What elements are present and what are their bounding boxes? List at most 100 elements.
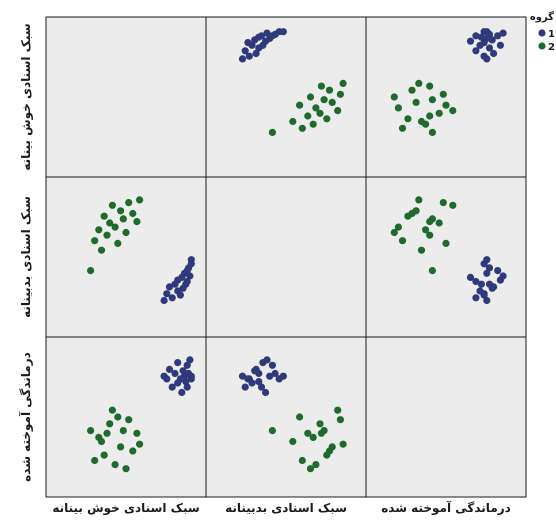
point-group2-r2c3-0 — [428, 267, 436, 275]
point-group1-r2c3-0 — [483, 296, 491, 305]
point-group2-r1c2-16 — [339, 79, 347, 87]
point-group1-r3c1-13 — [183, 383, 191, 391]
point-group1-r3c2-11 — [255, 378, 263, 386]
point-group1-r1c2-15 — [263, 29, 271, 37]
legend: گروه 1 2 — [530, 10, 555, 53]
data-points — [87, 28, 507, 473]
point-group1-r2c1-2 — [165, 283, 174, 291]
point-group2-r2c1-7 — [108, 201, 116, 209]
point-group1-r3c1-11 — [182, 378, 190, 386]
point-group1-r3c1-1 — [163, 375, 171, 383]
point-group1-r1c3-2 — [490, 49, 498, 58]
point-group2-r3c2-2 — [309, 433, 317, 441]
point-group2-r2c1-11 — [119, 215, 127, 223]
point-group1-r3c1-8 — [178, 388, 186, 397]
point-group2-r3c1-9 — [114, 413, 122, 421]
point-group2-r2c3-2 — [422, 226, 430, 234]
matrix-cell-r1-c3 — [365, 16, 527, 178]
point-group2-r3c2-1 — [298, 456, 306, 465]
point-group1-r1c3-13 — [472, 32, 480, 40]
point-group1-r2c1-3 — [168, 294, 176, 302]
point-group1-r3c2-10 — [266, 372, 274, 380]
point-group2-r1c2-12 — [306, 93, 315, 101]
point-group1-r1c3-6 — [496, 41, 504, 49]
matrix-cell-r3-c3 — [365, 336, 527, 498]
point-group2-r3c2-5 — [304, 429, 312, 437]
point-group1-r1c3-9 — [488, 36, 496, 44]
point-group2-r3c2-16 — [339, 440, 347, 448]
legend-label-group-2: 2 — [548, 42, 555, 53]
point-group2-r1c3-12 — [390, 93, 398, 101]
point-group2-r2c1-8 — [111, 223, 119, 231]
point-group2-r1c3-4 — [404, 115, 412, 123]
point-group1-r2c1-17 — [187, 256, 195, 264]
point-group2-r1c3-1 — [398, 124, 407, 132]
point-group2-r3c2-9 — [296, 413, 304, 421]
point-group2-r3c2-6 — [316, 420, 324, 428]
col-label-learned-helplessness: درماندگی آموخته شده — [381, 500, 511, 516]
legend-label-group-1: 1 — [548, 29, 555, 40]
point-group2-r2c1-13 — [125, 199, 133, 207]
point-group2-r1c2-13 — [336, 90, 344, 98]
point-group2-r1c2-8 — [312, 104, 320, 112]
point-group2-r3c2-12 — [306, 465, 315, 473]
point-group1-r1c2-7 — [244, 39, 252, 47]
point-group1-r3c1-4 — [171, 369, 179, 378]
point-group1-r2c3-3 — [472, 294, 480, 302]
point-group1-r1c2-13 — [257, 32, 266, 40]
point-group1-r2c3-12 — [494, 267, 502, 275]
point-group2-r3c1-1 — [91, 456, 99, 465]
point-group2-r3c1-16 — [136, 440, 144, 448]
point-group2-r3c1-15 — [133, 429, 141, 437]
point-group2-r2c1-9 — [114, 239, 122, 247]
point-group1-r3c1-2 — [165, 365, 174, 373]
legend-title: گروه — [530, 10, 554, 23]
point-group1-r3c2-12 — [268, 361, 276, 369]
point-group2-r1c3-15 — [426, 82, 434, 90]
point-group1-r2c1-1 — [163, 290, 171, 298]
point-group2-r2c3-12 — [390, 228, 398, 237]
point-group1-r2c3-11 — [477, 280, 485, 288]
point-group1-r3c2-7 — [244, 375, 252, 383]
point-group2-r2c1-3 — [97, 246, 106, 254]
matrix-cells — [45, 16, 527, 498]
point-group2-r3c1-14 — [129, 447, 137, 455]
point-group2-r2c3-5 — [426, 231, 434, 239]
point-group2-r2c3-13 — [439, 199, 447, 207]
point-group1-r3c1-9 — [179, 367, 187, 375]
point-group1-r3c2-3 — [241, 383, 249, 391]
point-group2-r3c2-8 — [312, 461, 320, 469]
col-label-pessimistic: سبک اسنادی بدبینانه — [225, 501, 347, 515]
point-group2-r1c3-11 — [428, 96, 436, 104]
point-group2-r3c1-7 — [108, 406, 116, 414]
point-group2-r3c1-8 — [111, 461, 119, 469]
col-label-optimistic: سبک اسنادی خوش بینانه — [52, 501, 199, 516]
point-group2-r1c3-6 — [435, 109, 443, 117]
point-group2-r2c1-16 — [136, 196, 144, 204]
point-group1-r2c3-13 — [472, 277, 480, 286]
point-group1-r3c2-14 — [271, 369, 279, 378]
point-group1-r3c1-6 — [174, 359, 182, 367]
point-group1-r2c3-15 — [499, 272, 507, 280]
point-group2-r2c1-12 — [122, 228, 130, 237]
point-group1-r2c3-17 — [483, 256, 491, 264]
point-group1-r1c3-12 — [494, 32, 502, 40]
point-group2-r1c3-5 — [426, 112, 434, 120]
matrix-cell-r3-c1 — [45, 336, 207, 498]
point-group1-r1c2-3 — [241, 47, 249, 55]
point-group1-r1c3-1 — [480, 52, 488, 60]
point-group2-r1c2-9 — [296, 101, 304, 109]
point-group2-r2c1-1 — [91, 237, 99, 245]
point-group1-r1c3-11 — [477, 33, 485, 41]
point-group1-r2c3-14 — [485, 264, 494, 272]
point-group2-r1c3-16 — [415, 79, 423, 87]
point-group2-r1c3-13 — [439, 90, 447, 98]
row-label-learned-helplessness: درماندگی آموخته شده — [18, 352, 34, 482]
point-group2-r1c2-6 — [316, 109, 324, 117]
point-group1-r2c1-15 — [186, 272, 194, 280]
point-group1-r2c1-13 — [183, 277, 191, 286]
row-label-optimistic: سبک اسنادی خوش بینانه — [19, 23, 34, 170]
legend-marker-group-1 — [538, 29, 546, 37]
point-group1-r3c2-8 — [262, 388, 270, 397]
